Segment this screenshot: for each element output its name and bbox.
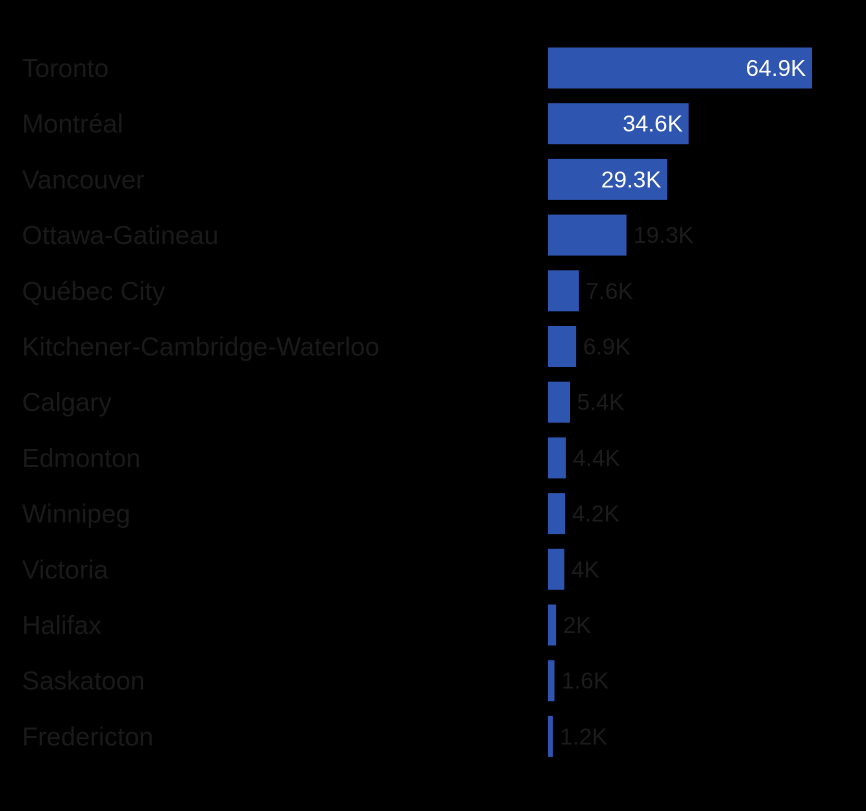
category-label-montreal: Montréal bbox=[22, 109, 123, 139]
bar-ottawa-gatineau bbox=[548, 214, 627, 256]
value-label-kitchener-cambridge-waterloo: 6.9K bbox=[583, 334, 631, 360]
bar-halifax bbox=[548, 604, 557, 646]
category-label-edmonton: Edmonton bbox=[22, 443, 141, 473]
category-label-vancouver: Vancouver bbox=[22, 164, 145, 194]
bar-victoria bbox=[548, 548, 565, 590]
category-label-ottawa-gatineau: Ottawa-Gatineau bbox=[22, 220, 219, 250]
bar-calgary bbox=[548, 381, 570, 423]
category-label-halifax: Halifax bbox=[22, 610, 101, 640]
value-label-edmonton: 4.4K bbox=[573, 445, 621, 471]
category-label-victoria: Victoria bbox=[22, 554, 109, 584]
value-label-montreal: 34.6K bbox=[623, 111, 684, 137]
value-label-winnipeg: 4.2K bbox=[572, 501, 620, 527]
value-label-calgary: 5.4K bbox=[577, 389, 625, 415]
bar-fredericton bbox=[548, 715, 553, 757]
value-labels-layer: 64.9K 34.6K 29.3K 19.3K 7.6K 6.9K 5.4K 4.4K 4.2K… bbox=[560, 55, 807, 749]
value-label-ottawa-gatineau: 19.3K bbox=[634, 222, 695, 248]
value-label-victoria: 4K bbox=[571, 556, 600, 582]
bar-toronto bbox=[548, 47, 812, 89]
bar-montreal bbox=[548, 103, 689, 145]
category-label-kitchener-cambridge-waterloo: Kitchener-Cambridge-Waterloo bbox=[22, 332, 379, 362]
value-label-toronto: 64.9K bbox=[746, 55, 807, 81]
value-label-fredericton: 1.2K bbox=[560, 723, 608, 749]
category-labels-layer: Toronto Montréal Vancouver Ottawa-Gatineau Q… bbox=[22, 53, 379, 751]
value-label-quebec-city: 7.6K bbox=[586, 278, 634, 304]
bar-saskatoon bbox=[548, 660, 555, 702]
category-label-winnipeg: Winnipeg bbox=[22, 499, 130, 529]
bar-edmonton bbox=[548, 437, 566, 479]
bar-winnipeg bbox=[548, 493, 566, 535]
category-label-quebec-city: Québec City bbox=[22, 276, 165, 306]
category-label-fredericton: Fredericton bbox=[22, 721, 154, 751]
bars-layer bbox=[548, 47, 812, 757]
value-label-vancouver: 29.3K bbox=[601, 166, 662, 192]
bar-vancouver bbox=[548, 158, 668, 200]
value-label-halifax: 2K bbox=[563, 612, 592, 638]
bar-quebec-city bbox=[548, 270, 579, 312]
category-label-toronto: Toronto bbox=[22, 53, 109, 83]
category-label-calgary: Calgary bbox=[22, 387, 112, 417]
category-label-saskatoon: Saskatoon bbox=[22, 666, 145, 696]
bar-kitchener-cambridge-waterloo bbox=[548, 326, 577, 367]
value-label-saskatoon: 1.6K bbox=[562, 668, 610, 694]
